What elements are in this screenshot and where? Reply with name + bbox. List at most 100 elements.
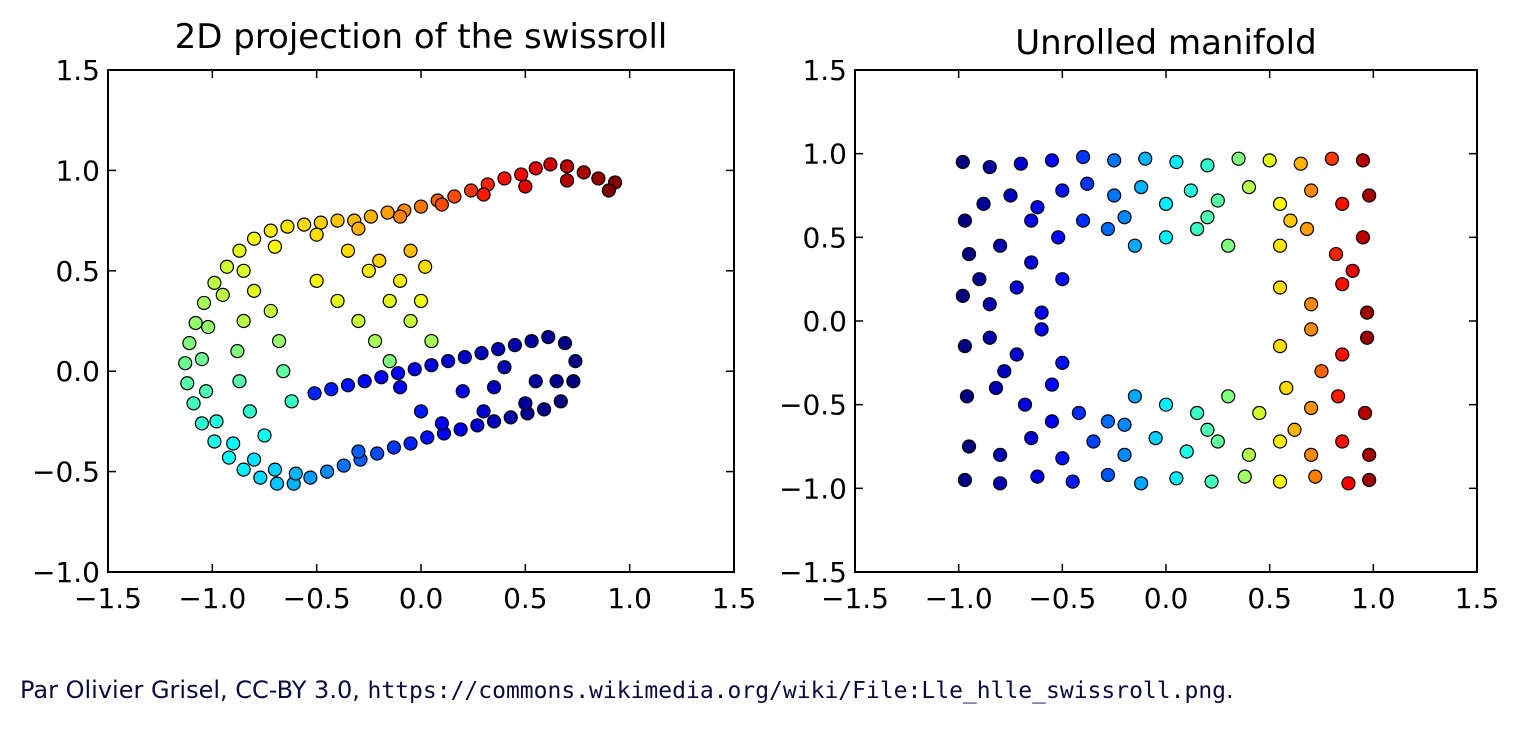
scatter-point (219, 259, 235, 274)
scatter-point (309, 273, 324, 288)
scatter-point (403, 243, 418, 258)
source-link[interactable]: https://commons.wikimedia.org/wiki/File:… (367, 678, 1227, 704)
scatter-point (993, 238, 1008, 253)
scatter-point (476, 404, 491, 419)
scatter-point (320, 464, 335, 479)
scatter-point (1044, 414, 1060, 429)
scatter-point (263, 223, 278, 238)
scatter-point (1241, 180, 1257, 195)
scatter-point (280, 219, 295, 234)
scatter-point (180, 376, 195, 391)
scatter-point (1362, 447, 1377, 462)
scatter-point (549, 374, 564, 389)
scatter-point (1328, 246, 1344, 262)
x-tick-label: −1.0 (925, 582, 993, 615)
scatter-point (1272, 474, 1288, 489)
scatter-point (201, 319, 216, 335)
scatter-point (528, 374, 543, 389)
scatter-point (507, 337, 523, 353)
scatter-point (447, 189, 462, 204)
scatter-point (198, 384, 214, 399)
scatter-point (1210, 434, 1225, 449)
scatter-point (382, 293, 397, 309)
scatter-point (1189, 221, 1205, 237)
scatter-point (330, 293, 345, 309)
scatter-point (313, 215, 328, 230)
scatter-point (1210, 193, 1225, 208)
scatter-point (246, 452, 262, 467)
scatter-point (324, 382, 339, 397)
scatter-point (1169, 154, 1184, 170)
scatter-point (1357, 405, 1373, 421)
scatter-point (297, 217, 312, 232)
x-tick-label: −1.0 (178, 582, 246, 615)
scatter-point (267, 239, 283, 254)
scatter-point (1341, 476, 1356, 491)
y-tick-label: 1.0 (55, 154, 100, 187)
scatter-point (361, 263, 376, 278)
scatter-point (374, 370, 389, 385)
scatter-point (186, 396, 201, 411)
scatter-point (1024, 213, 1039, 228)
scatter-point (1308, 469, 1323, 484)
scatter-point (1075, 149, 1091, 165)
scatter-point (209, 414, 224, 429)
scatter-point (961, 439, 977, 454)
scatter-point (1075, 213, 1091, 228)
scatter-point (434, 416, 449, 431)
scatter-point (993, 476, 1008, 491)
scatter-point (1071, 405, 1087, 421)
scatter-point (393, 380, 408, 395)
scatter-point (1272, 280, 1288, 295)
scatter-point (393, 209, 408, 224)
scatter-point (372, 253, 387, 268)
scatter-point (1272, 434, 1288, 449)
scatter-point (424, 333, 439, 349)
y-tick-label: 0.5 (55, 255, 100, 288)
scatter-point (1013, 156, 1028, 171)
scatter-point (486, 414, 502, 429)
x-tick-label: 1.5 (1455, 582, 1500, 615)
scatter-point (1055, 451, 1070, 466)
scatter-point (1335, 347, 1350, 362)
scatter-point (1055, 355, 1070, 370)
x-tick-label: 1.0 (1351, 582, 1396, 615)
scatter-point (497, 171, 512, 186)
scatter-point (457, 350, 472, 365)
scatter-point (230, 344, 245, 359)
x-tick-label: −0.5 (283, 582, 351, 615)
scatter-point (390, 366, 406, 381)
scatter-point (221, 450, 237, 465)
points-group (955, 149, 1377, 491)
scatter-point (972, 272, 987, 287)
scatter-point (1221, 389, 1236, 404)
scatter-point (393, 273, 408, 288)
scatter-point (1335, 434, 1350, 449)
scatter-point (236, 263, 251, 278)
scatter-point (993, 447, 1008, 462)
scatter-point (1117, 447, 1132, 462)
scatter-point (1107, 188, 1122, 203)
scatter-point (957, 339, 972, 354)
scatter-point (236, 462, 251, 477)
scatter-point (226, 436, 241, 451)
y-tick-label: −1.0 (32, 556, 100, 589)
scatter-point (363, 209, 379, 224)
scatter-point (491, 342, 506, 357)
x-tick-label: −1.5 (74, 582, 142, 615)
scatter-point (1138, 151, 1153, 166)
x-tick-label: 0.5 (503, 582, 548, 615)
scatter-point (1304, 447, 1319, 462)
scatter-point (403, 436, 418, 451)
scatter-point (1100, 467, 1116, 483)
scatter-point (1044, 153, 1060, 168)
scatter-point (1158, 397, 1174, 412)
scatter-point (1252, 405, 1267, 421)
scatter-point (188, 315, 203, 331)
y-tick-label: 0.5 (802, 221, 847, 254)
scatter-point (207, 275, 222, 290)
figure: 2D projection of the swissroll −1.5 −1.0−… (32, 17, 1500, 615)
scatter-point (1117, 210, 1132, 225)
scatter-point (336, 458, 351, 473)
scatter-point (269, 476, 285, 491)
